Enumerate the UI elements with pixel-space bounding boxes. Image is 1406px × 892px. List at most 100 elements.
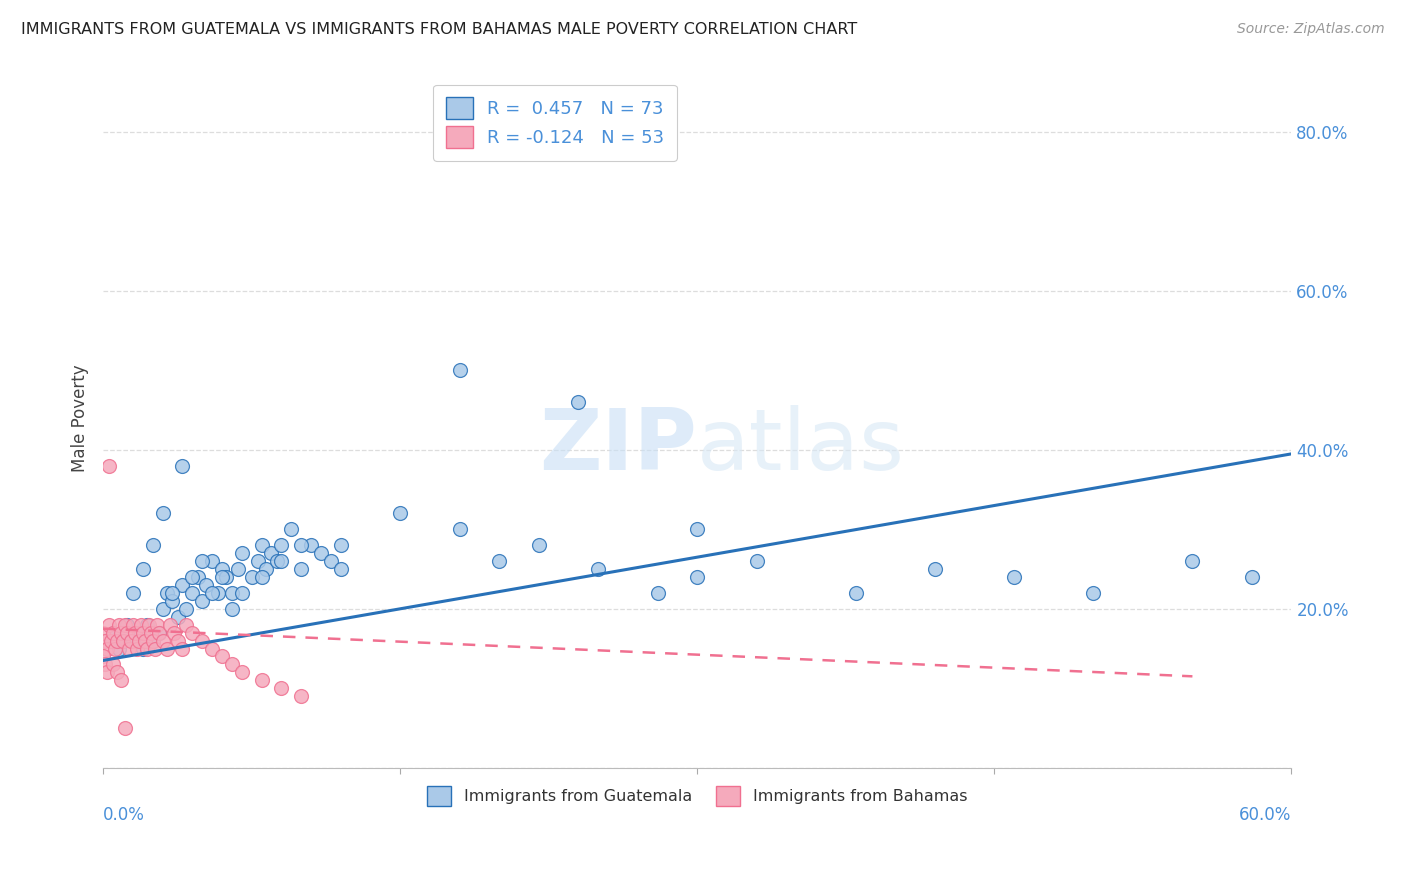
Point [211,570,233,584]
Point [94,633,117,648]
Point [176,602,198,616]
Point [211,562,233,576]
Point [172,458,194,473]
Point [96,665,118,680]
Point [114,721,136,735]
Point [172,641,194,656]
Point [96,641,118,656]
Point [250,538,273,552]
Point [1181,554,1204,568]
Text: Source: ZipAtlas.com: Source: ZipAtlas.com [1237,22,1385,37]
Text: IMMIGRANTS FROM GUATEMALA VS IMMIGRANTS FROM BAHAMAS MALE POVERTY CORRELATION CH: IMMIGRANTS FROM GUATEMALA VS IMMIGRANTS … [21,22,858,37]
Point [135,617,157,632]
Point [135,641,157,656]
Point [527,538,550,552]
Point [100,633,122,648]
Point [155,641,177,656]
Point [138,617,160,632]
Point [290,538,312,552]
Point [101,657,124,672]
Point [142,633,165,648]
Point [389,507,412,521]
Point [91,625,114,640]
Point [94,657,117,672]
Point [139,625,162,640]
Point [329,562,352,576]
Point [1240,570,1263,584]
Point [91,649,114,664]
Point [128,625,150,640]
Point [686,570,709,584]
Point [155,586,177,600]
Point [163,625,186,640]
Point [142,633,165,648]
Point [148,625,170,640]
Point [260,546,283,560]
Text: 0.0%: 0.0% [103,806,145,824]
Point [125,641,148,656]
Point [105,665,128,680]
Point [201,554,224,568]
Point [745,554,768,568]
Point [201,586,224,600]
Point [104,641,127,656]
Point [132,641,155,656]
Point [1083,586,1105,600]
Point [588,562,610,576]
Point [142,538,165,552]
Point [124,625,146,640]
Point [115,617,138,632]
Point [191,594,214,608]
Point [270,681,292,696]
Point [110,673,132,688]
Point [211,649,233,664]
Point [162,586,184,600]
Point [162,594,184,608]
Text: ZIP: ZIP [540,405,697,488]
Point [115,625,138,640]
Point [231,665,253,680]
Y-axis label: Male Poverty: Male Poverty [72,364,89,472]
Point [845,586,868,600]
Point [143,641,166,656]
Point [121,633,143,648]
Point [221,586,243,600]
Point [290,689,312,703]
Point [120,633,142,648]
Point [221,602,243,616]
Point [250,570,273,584]
Point [159,617,181,632]
Text: atlas: atlas [697,405,905,488]
Point [647,586,669,600]
Point [280,522,302,536]
Point [101,625,124,640]
Point [270,554,292,568]
Point [111,633,134,648]
Point [187,570,209,584]
Point [290,562,312,576]
Point [270,538,292,552]
Point [266,554,288,568]
Point [231,546,253,560]
Point [449,363,471,377]
Point [152,633,174,648]
Point [98,617,121,632]
Point [121,586,143,600]
Point [221,657,243,672]
Point [152,602,174,616]
Point [488,554,510,568]
Point [128,633,150,648]
Point [207,586,229,600]
Point [98,458,121,473]
Point [686,522,709,536]
Point [181,570,204,584]
Point [299,538,322,552]
Point [108,641,131,656]
Point [231,586,253,600]
Point [108,617,131,632]
Point [145,617,167,632]
Point [132,562,155,576]
Point [319,554,342,568]
Point [167,609,190,624]
Point [152,507,174,521]
